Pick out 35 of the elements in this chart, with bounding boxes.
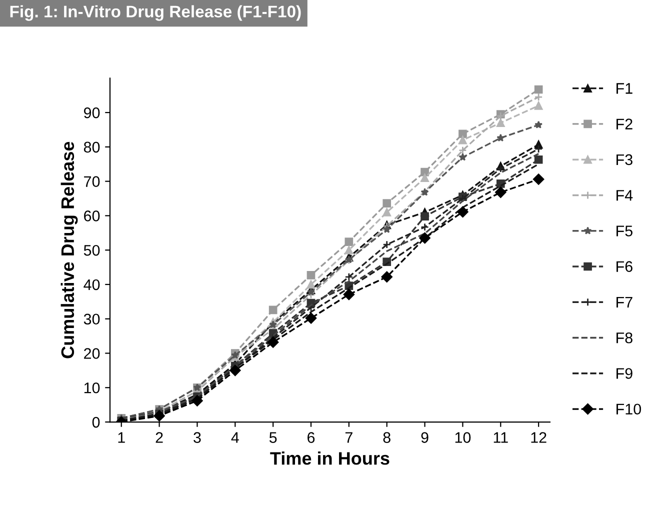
x-tick-label: 5 xyxy=(269,432,277,443)
legend-label: F6 xyxy=(616,261,632,272)
x-tick-label: 9 xyxy=(421,432,428,443)
legend-label: F9 xyxy=(616,368,632,379)
legend-label: F10 xyxy=(616,404,642,415)
y-tick-label: 10 xyxy=(84,382,100,394)
y-tick-label: 0 xyxy=(92,416,100,428)
y-tick-label: 40 xyxy=(84,279,100,290)
x-axis-title: Time in Hours xyxy=(270,452,390,465)
x-tick-label: 6 xyxy=(308,432,315,443)
x-tick-label: 10 xyxy=(455,432,471,443)
legend-label: F7 xyxy=(616,296,632,308)
x-tick-label: 3 xyxy=(194,432,201,443)
y-tick-label: 30 xyxy=(84,314,100,325)
legend-label: F3 xyxy=(616,154,632,166)
legend-label: F8 xyxy=(616,332,632,344)
y-tick-label: 50 xyxy=(84,244,100,256)
x-tick-label: 12 xyxy=(531,432,546,443)
chart-title: Fig. 1: In-Vitro Drug Release (F1-F10) xyxy=(10,5,301,21)
legend-label: F2 xyxy=(616,118,632,130)
x-tick-label: 11 xyxy=(494,432,508,443)
x-tick-label: 8 xyxy=(383,432,390,443)
x-tick-label: 4 xyxy=(231,432,239,443)
y-tick-label: 80 xyxy=(84,142,100,153)
legend-label: F4 xyxy=(616,190,633,201)
y-axis-title: Cumulative Drug Release xyxy=(60,142,78,358)
y-tick-label: 20 xyxy=(84,348,100,359)
y-tick-label: 70 xyxy=(84,176,100,187)
y-tick-label: 90 xyxy=(84,107,100,118)
y-tick-label: 60 xyxy=(84,210,100,222)
legend-label: F1 xyxy=(616,83,632,94)
legend-label: F5 xyxy=(616,226,632,236)
x-tick-label: 2 xyxy=(156,432,163,443)
x-tick-label: 1 xyxy=(118,432,125,443)
x-tick-label: 7 xyxy=(345,432,352,443)
